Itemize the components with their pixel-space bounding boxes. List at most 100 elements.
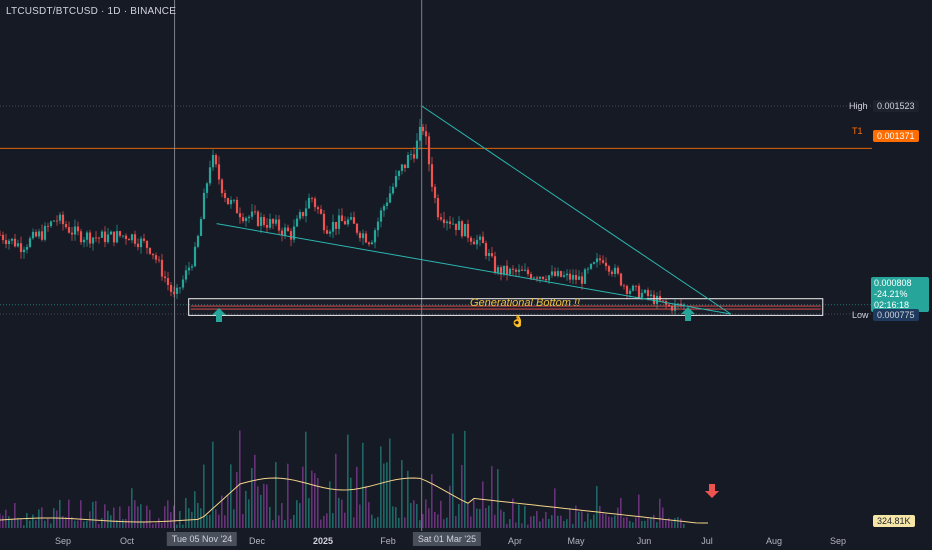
candle-body <box>73 226 77 235</box>
candle-body <box>193 246 197 267</box>
candle-body <box>445 221 449 224</box>
volume-bar <box>152 524 154 528</box>
candle-body <box>622 285 626 287</box>
candle-body <box>400 164 404 171</box>
volume-bar <box>47 518 49 528</box>
candle-body <box>433 186 437 199</box>
candle-body <box>532 277 536 279</box>
candle-body <box>175 287 179 294</box>
volume-bar <box>632 522 634 528</box>
candle-body <box>601 260 605 263</box>
candle-body <box>634 285 638 287</box>
volume-bar <box>479 508 481 528</box>
volume-bar <box>509 519 511 528</box>
volume-bar <box>380 446 382 528</box>
volume-bar <box>227 495 229 528</box>
volume-bar <box>95 500 97 528</box>
volume-bar <box>347 434 349 528</box>
volume-bar <box>353 517 355 528</box>
candle-body <box>148 247 152 254</box>
candle-body <box>646 290 650 297</box>
volume-bar <box>236 471 238 528</box>
candle-body <box>586 268 590 270</box>
volume-bar <box>239 430 241 528</box>
volume-bar <box>668 518 670 528</box>
volume-bar <box>137 506 139 528</box>
candle-body <box>307 197 311 209</box>
candle-body <box>616 267 620 274</box>
candle-body <box>520 269 524 271</box>
candle-body <box>385 202 389 206</box>
volume-bar <box>629 520 631 528</box>
current-price: 0.000808 <box>874 278 912 288</box>
candle-body <box>376 221 380 231</box>
candle-body <box>529 274 533 279</box>
volume-bar <box>359 504 361 528</box>
volume-bar <box>368 502 370 528</box>
candle-body <box>430 164 434 187</box>
candle-body <box>313 198 317 208</box>
candle-body <box>463 223 467 237</box>
candle-body <box>655 295 659 304</box>
candle-body <box>649 294 653 297</box>
candle-body <box>502 265 506 275</box>
candle-body <box>550 271 554 276</box>
volume-bar <box>617 507 619 528</box>
candle-body <box>340 215 344 222</box>
candle-body <box>427 136 431 165</box>
candle-body <box>133 234 137 244</box>
volume-bar <box>143 521 145 528</box>
volume-bar <box>377 516 379 528</box>
volume-bar <box>215 509 217 528</box>
wedge-upper-line <box>421 105 732 315</box>
volume-bar <box>2 515 4 528</box>
volume-bar <box>419 520 421 528</box>
candle-body <box>343 221 347 225</box>
volume-bar <box>551 515 553 528</box>
volume-bar <box>176 524 178 528</box>
candle-body <box>289 231 293 240</box>
candle-body <box>169 284 173 292</box>
volume-bar <box>362 442 364 528</box>
volume-bar <box>413 500 415 528</box>
candle-body <box>154 255 158 260</box>
volume-bar <box>230 464 232 528</box>
volume-bar <box>203 464 205 528</box>
volume-bar <box>317 477 319 528</box>
candle-body <box>82 239 86 243</box>
volume-bar <box>506 523 508 528</box>
volume-bar <box>173 505 175 528</box>
volume-bar <box>485 507 487 528</box>
volume-bar <box>128 506 130 528</box>
volume-bar <box>512 498 514 528</box>
volume-bar <box>596 486 598 528</box>
x-tick: Apr <box>507 536 523 546</box>
candle-body <box>526 269 530 275</box>
volume-bar <box>494 514 496 528</box>
candle-body <box>361 233 365 239</box>
bar-countdown: 02:16:18 <box>874 300 910 310</box>
volume-bar <box>77 520 79 528</box>
volume-bar <box>476 508 478 528</box>
volume-bar <box>590 519 592 528</box>
candle-body <box>409 154 413 156</box>
candle-body <box>136 243 140 248</box>
candle-body <box>142 238 146 241</box>
volume-bar <box>266 484 268 528</box>
candle-body <box>478 236 482 240</box>
volume-bar <box>122 519 124 528</box>
volume-bar <box>470 516 472 528</box>
candle-body <box>505 265 509 275</box>
chart-title: LTCUSDT/BTCUSD · 1D · BINANCE <box>6 6 177 17</box>
candle-body <box>442 219 446 224</box>
volume-bar <box>170 512 172 528</box>
volume-bar <box>32 514 34 528</box>
candle-body <box>265 224 269 228</box>
volume-bar <box>59 499 61 528</box>
candle-body <box>85 232 89 240</box>
volume-bar <box>623 517 625 528</box>
candle-body <box>637 285 641 298</box>
candle-body <box>511 268 515 270</box>
volume-bar <box>557 515 559 528</box>
